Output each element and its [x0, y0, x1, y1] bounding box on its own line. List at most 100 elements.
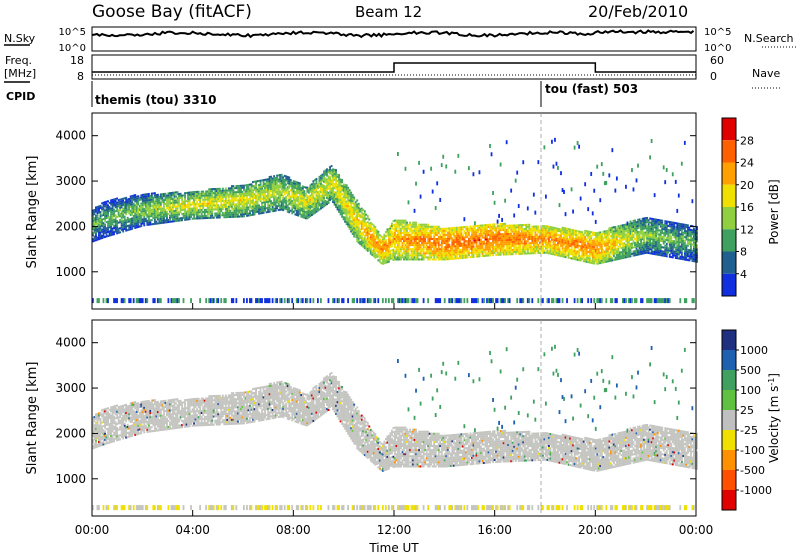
power-cell: [262, 189, 265, 192]
power-cell: [407, 244, 410, 247]
power-cell: [212, 202, 215, 205]
power-cell: [230, 193, 233, 196]
power-cell: [147, 217, 150, 220]
power-cell: [208, 194, 211, 197]
power-cell: [381, 260, 384, 263]
power-cell: [495, 245, 498, 248]
power-cell: [270, 194, 273, 197]
power-cell: [474, 239, 476, 242]
power-cell: [327, 177, 330, 180]
power-cell: [439, 258, 442, 261]
power-cell: [329, 198, 331, 201]
power-cell: [206, 192, 209, 195]
power-cell: [458, 236, 461, 239]
power-cell: [265, 186, 268, 189]
power-cell: [511, 234, 514, 237]
power-cell: [230, 205, 233, 208]
power-cell: [110, 234, 113, 237]
power-cell: [300, 193, 303, 196]
power-cell: [205, 204, 208, 207]
power-cell: [224, 216, 227, 219]
power-cell: [387, 246, 390, 249]
power-cell: [490, 225, 493, 228]
power-cell: [187, 206, 190, 209]
power-cell: [560, 171, 562, 176]
power-cell: [147, 223, 150, 226]
power-cell: [335, 177, 338, 180]
power-cell: [167, 298, 170, 304]
power-cell: [101, 228, 103, 231]
power-cell: [537, 249, 540, 252]
power-cell: [134, 194, 137, 197]
power-cell: [206, 190, 209, 193]
power-cell: [312, 184, 315, 187]
power-cell: [156, 197, 159, 200]
power-cell: [341, 298, 343, 304]
power-cell: [246, 208, 248, 211]
power-cell: [214, 194, 217, 197]
power-cell: [449, 229, 452, 232]
power-cell: [208, 208, 211, 211]
power-cell: [437, 256, 440, 259]
power-cell: [285, 204, 288, 207]
power-cell: [339, 184, 342, 187]
power-cell: [452, 229, 455, 232]
power-cell: [510, 236, 513, 239]
power-cell: [327, 175, 330, 178]
power-cell: [348, 211, 351, 214]
power-cell: [576, 298, 579, 304]
power-cell: [498, 245, 501, 248]
power-cell: [398, 237, 401, 241]
power-cell: [197, 205, 200, 208]
power-cell: [309, 206, 312, 209]
power-cell: [519, 238, 522, 241]
power-cell: [320, 174, 322, 177]
power-cell: [410, 244, 413, 247]
power-cell: [182, 298, 185, 304]
power-cell: [415, 242, 418, 245]
power-cell: [351, 206, 354, 209]
power-cell: [330, 187, 333, 190]
power-cell: [495, 229, 498, 232]
power-cell: [362, 298, 365, 304]
power-cell: [250, 183, 253, 186]
power-cell: [413, 242, 416, 245]
power-cell: [455, 234, 458, 237]
power-cell: [233, 197, 236, 200]
power-cell: [398, 235, 401, 238]
power-cell: [336, 200, 339, 203]
power-cell: [431, 254, 434, 257]
power-cell: [286, 200, 289, 203]
power-cell: [202, 202, 205, 205]
power-cell: [356, 236, 359, 239]
power-cell: [107, 222, 110, 225]
power-cell: [357, 237, 360, 240]
power-cell: [134, 198, 137, 201]
power-cell: [578, 144, 581, 149]
power-cell: [162, 207, 165, 210]
power-cell: [451, 233, 454, 236]
power-cell: [268, 204, 271, 207]
power-cell: [398, 244, 401, 247]
power-cell: [178, 213, 180, 216]
power-cell: [114, 224, 117, 227]
power-cell: [458, 250, 461, 254]
power-cell: [342, 187, 345, 190]
power-cell: [152, 202, 155, 205]
power-cell: [132, 221, 135, 224]
power-cell: [203, 204, 206, 207]
power-cell: [197, 209, 200, 212]
power-cell: [366, 233, 369, 236]
power-cell: [461, 246, 464, 249]
power-cell: [463, 246, 466, 249]
power-cell: [193, 193, 196, 196]
power-cell: [434, 233, 437, 236]
power-cell: [274, 183, 277, 186]
power-cell: [298, 202, 301, 205]
power-cell: [517, 226, 520, 229]
power-cell: [332, 192, 334, 195]
power-cell: [316, 187, 319, 190]
power-cell: [268, 188, 271, 191]
power-cell: [351, 208, 354, 211]
power-cell: [309, 186, 312, 189]
